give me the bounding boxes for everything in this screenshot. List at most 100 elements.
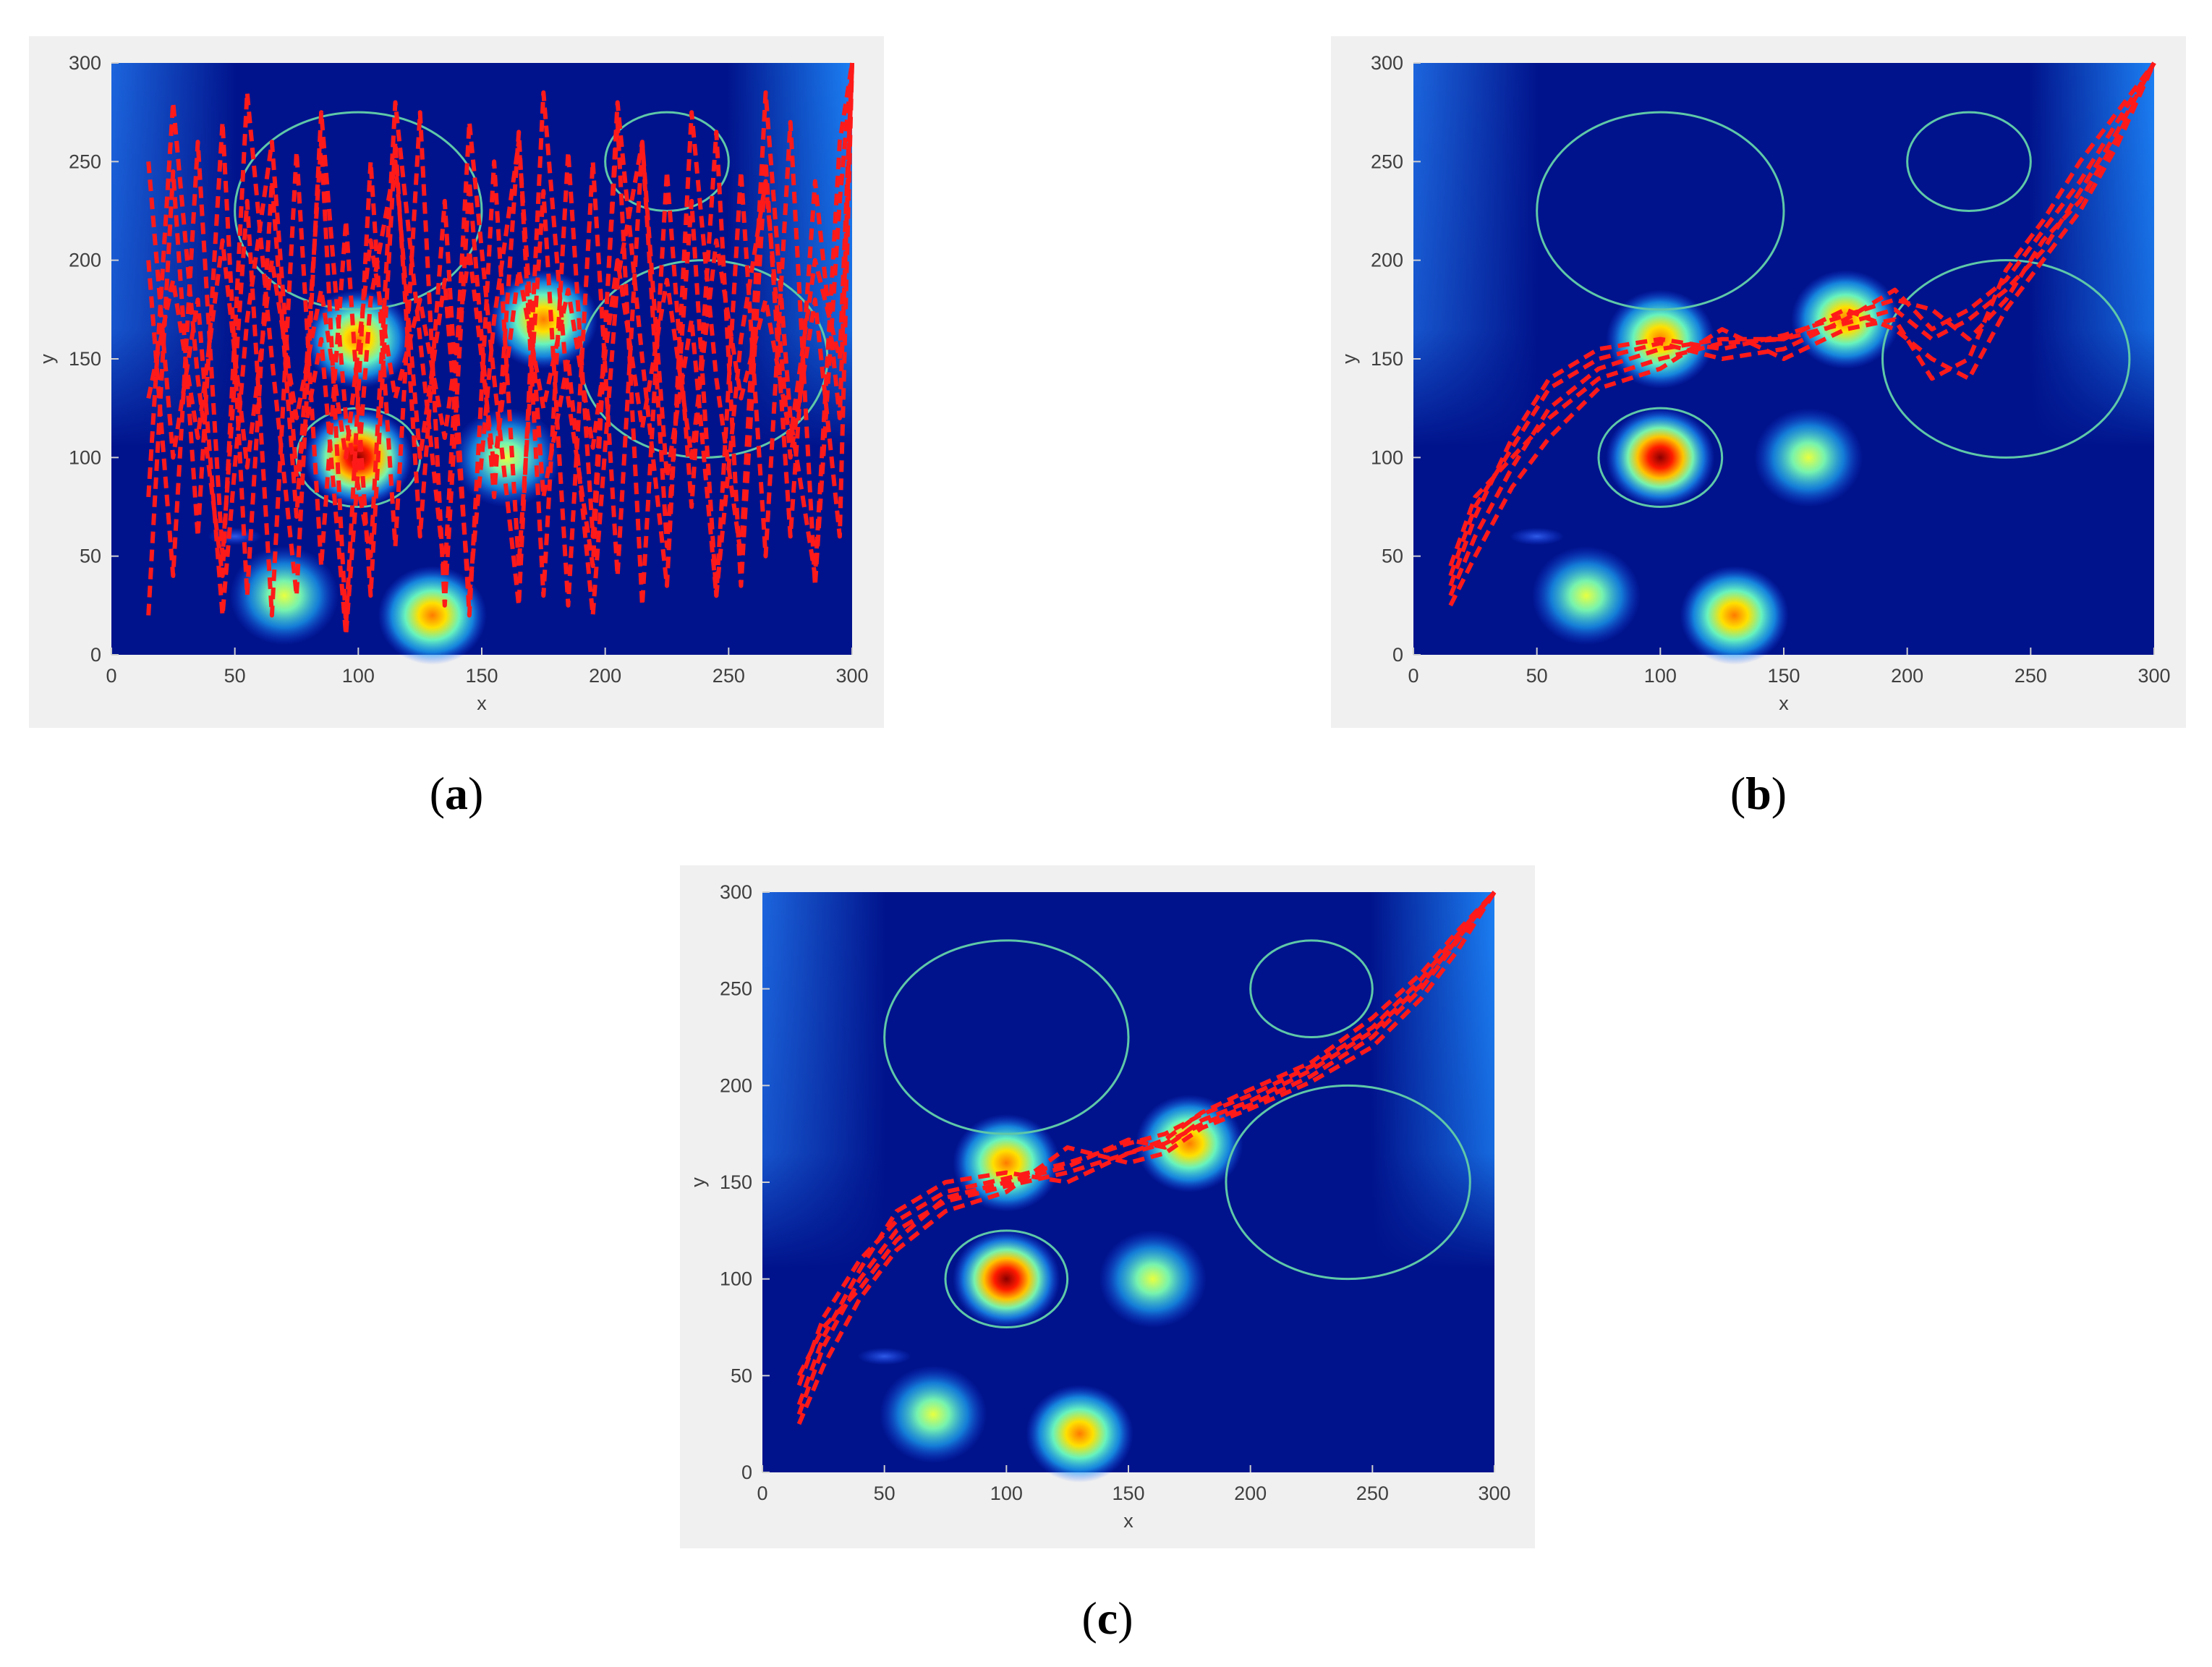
threat-peak [1099,1230,1207,1328]
x-tick-label: 0 [106,665,116,687]
chart-panel-a: 0 50 100 150 200 250 300 0 50 100 150 200 250 300 x y [29,36,884,728]
y-tick-label: 300 [69,52,101,74]
x-tick-label: 50 [1526,665,1548,687]
x-tick-label: 300 [2137,665,2170,687]
obstacle-circle [1881,259,2131,459]
y-tick-label: 0 [1392,644,1403,666]
y-tick-label: 300 [1371,52,1403,74]
chart-a-svg: 0 50 100 150 200 250 300 0 50 100 150 200 250 300 x y [29,36,884,728]
path-series [796,891,1497,1415]
x-tick-label: 150 [1112,1483,1144,1504]
path-series [1448,61,2156,577]
x-tick-label: 150 [1767,665,1800,687]
x-tick-label: 300 [1478,1483,1510,1504]
x-tick-label: 300 [835,665,868,687]
x-tick-label: 250 [712,665,745,687]
edge-glow [762,892,1494,1472]
chart-b-svg: 0 50 100 150 200 250 300 0 50 100 150 200 250 300 x y [1331,36,2186,728]
threat-peak [953,1114,1060,1212]
caption-a-close: ) [468,768,484,819]
obstacle-circle [883,939,1130,1135]
y-tick-label: 250 [720,978,752,1000]
path-series [1448,61,2156,567]
path-series [146,62,854,637]
y-tick-label: 150 [69,348,101,370]
x-tick-label: 100 [342,665,375,687]
chart-panel-c: 0 50 100 150 200 250 300 0 50 100 150 200 250 300 x y [680,865,1535,1548]
threat-peak [1510,527,1565,546]
threat-peak [1531,546,1641,645]
y-tick-label: 100 [69,446,101,468]
x-tick-label: 0 [757,1483,767,1504]
x-axis-label: x [1123,1510,1133,1532]
caption-c-close: ) [1118,1592,1133,1644]
caption-b-close: ) [1771,768,1787,819]
caption-a-open: ( [429,768,445,819]
caption-b-open: ( [1730,768,1746,819]
y-tick-label: 200 [720,1074,752,1096]
caption-b: (b) [1614,767,1903,820]
x-tick-label: 250 [1356,1483,1389,1504]
plot-area [762,890,1497,1483]
x-tick-label: 100 [990,1483,1023,1504]
obstacle-circle [1536,111,1785,311]
plot-area [1413,61,2156,665]
obstacle-circle [604,111,730,212]
threat-peak [1680,566,1789,665]
caption-b-letter: b [1745,768,1771,819]
obstacle-circle [1906,111,2032,212]
threat-peak [378,566,487,665]
path-series [1448,61,2156,597]
x-tick-label: 200 [589,665,621,687]
y-tick-label: 200 [1371,250,1403,271]
y-tick-label: 150 [720,1171,752,1193]
x-tick-label: 200 [1891,665,1923,687]
y-axis-label: y [687,1177,709,1187]
path-series [796,891,1497,1377]
y-tick-label: 250 [1371,150,1403,172]
threat-peak [229,546,339,645]
y-tick-label: 250 [69,150,101,172]
threat-peak [953,1230,1060,1328]
y-tick-label: 0 [741,1462,752,1483]
x-tick-label: 100 [1644,665,1677,687]
path-series [1448,61,2156,587]
threat-peak [879,1365,987,1464]
y-tick-label: 50 [1382,546,1403,567]
threat-peak [1754,408,1863,507]
x-tick-label: 150 [465,665,498,687]
chart-panel-b: 0 50 100 150 200 250 300 0 50 100 150 200 250 300 x y [1331,36,2186,728]
threat-peak [1606,408,1715,507]
y-axis-label: y [1338,354,1360,364]
x-tick-label: 250 [2015,665,2047,687]
right-edge-glow [2028,63,2154,655]
y-tick-label: 50 [80,546,101,567]
obstacle-circle [234,111,483,311]
y-tick-label: 300 [720,881,752,903]
y-tick-label: 0 [90,644,101,666]
path-series [146,62,854,608]
path-series [146,62,854,618]
y-axis-label: y [36,354,58,364]
chart-c-svg: 0 50 100 150 200 250 300 0 50 100 150 200 250 300 x y [680,865,1535,1548]
x-tick-label: 200 [1234,1483,1267,1504]
caption-a: (a) [312,767,601,820]
y-tick-label: 150 [1371,348,1403,370]
obstacle-circle [944,1229,1069,1329]
x-tick-label: 0 [1408,665,1418,687]
y-tick-label: 50 [731,1365,752,1386]
x-tick-label: 50 [224,665,246,687]
left-edge-glow [762,892,888,1472]
plot-area [111,62,854,665]
caption-c: (c) [963,1592,1252,1645]
threat-peak [857,1347,911,1365]
caption-a-letter: a [445,768,468,819]
obstacle-circle [1249,939,1374,1039]
path-series [796,890,1497,1406]
x-axis-label: x [1779,692,1789,714]
path-series [146,62,854,470]
y-tick-label: 100 [1371,446,1403,468]
obstacle-circle [1225,1084,1471,1281]
y-tick-label: 200 [69,250,101,271]
right-edge-glow [1369,892,1494,1472]
